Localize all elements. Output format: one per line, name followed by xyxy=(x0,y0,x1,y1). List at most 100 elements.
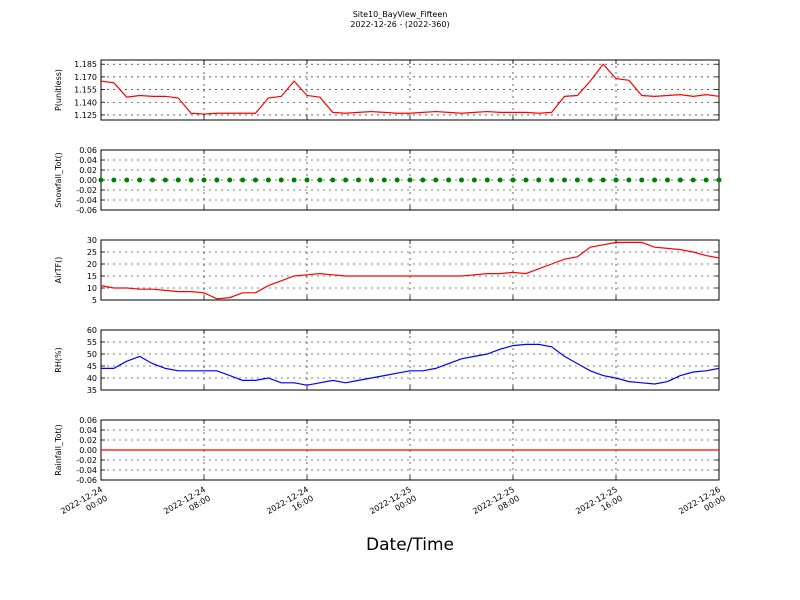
data-point xyxy=(677,177,683,183)
data-point xyxy=(162,177,168,183)
data-point xyxy=(549,177,555,183)
data-point xyxy=(459,177,464,183)
y-axis-label: Rainfall_Tot() xyxy=(54,424,63,476)
y-tick-label: 0.02 xyxy=(79,436,97,445)
data-point xyxy=(433,177,439,183)
y-axis-label: RH(%) xyxy=(54,347,63,372)
y-axis-label: Snowfall_Tot() xyxy=(54,152,63,208)
y-tick-label: 1.170 xyxy=(74,73,97,82)
data-point xyxy=(394,177,400,183)
data-point xyxy=(497,177,503,183)
data-point xyxy=(227,177,233,183)
y-tick-label: 20 xyxy=(87,260,97,269)
data-point xyxy=(304,177,310,183)
data-point xyxy=(703,177,709,183)
data-point xyxy=(523,177,529,183)
data-point xyxy=(278,177,284,183)
data-point xyxy=(510,177,516,183)
y-tick-label: 50 xyxy=(87,350,97,359)
data-point xyxy=(639,177,645,183)
x-tick-label: 2022-12-2416:00 xyxy=(265,485,315,525)
y-tick-label: 0.02 xyxy=(79,166,97,175)
y-tick-label: 1.125 xyxy=(74,111,97,120)
data-point xyxy=(626,177,632,183)
data-point xyxy=(188,177,194,183)
plot-frame xyxy=(100,329,720,391)
data-point xyxy=(201,177,207,183)
plot-frame xyxy=(100,239,720,301)
y-tick-label: 40 xyxy=(87,374,97,383)
y-tick-label: -0.06 xyxy=(76,206,97,215)
title: Site10_BayView_Fifteen xyxy=(353,10,448,19)
y-tick-label: 1.155 xyxy=(74,86,97,95)
y-axis-label: P(unitless) xyxy=(54,69,63,111)
y-tick-label: 0.06 xyxy=(79,146,97,155)
x-tick-label: 2022-12-2600:00 xyxy=(677,485,727,525)
data-point xyxy=(124,177,130,183)
data-point xyxy=(356,177,361,183)
y-tick-label: -0.06 xyxy=(76,476,97,485)
data-point xyxy=(600,177,606,183)
data-point xyxy=(536,177,542,183)
y-tick-label: 1.185 xyxy=(74,60,97,69)
x-tick-label: 2022-12-2500:00 xyxy=(368,485,418,525)
data-point xyxy=(587,177,593,183)
data-point xyxy=(446,177,452,183)
y-tick-label: 25 xyxy=(87,248,97,257)
x-axis-label: Date/Time xyxy=(366,535,454,555)
data-point xyxy=(368,177,374,183)
data-point xyxy=(137,177,143,183)
y-tick-label: 1.140 xyxy=(74,98,97,107)
data-point xyxy=(98,177,104,183)
y-tick-label: -0.04 xyxy=(76,196,97,205)
data-point xyxy=(665,177,670,183)
data-point xyxy=(484,177,490,183)
data-point xyxy=(291,177,297,183)
data-line xyxy=(100,63,720,115)
y-tick-label: -0.02 xyxy=(76,456,97,465)
data-point xyxy=(407,177,413,183)
x-tick-label: 2022-12-2516:00 xyxy=(574,485,624,525)
data-point xyxy=(317,177,323,183)
data-point xyxy=(240,177,246,183)
y-axis-label: AirTF() xyxy=(54,257,63,284)
x-tick-label: 2022-12-2400:00 xyxy=(59,485,109,525)
data-point xyxy=(265,177,271,183)
data-line xyxy=(101,343,720,386)
y-tick-label: 0.04 xyxy=(79,156,97,165)
data-point xyxy=(652,177,658,183)
y-tick-label: 15 xyxy=(87,272,97,281)
y-tick-label: -0.04 xyxy=(76,466,97,475)
data-point xyxy=(613,177,619,183)
x-tick-label: 2022-12-2508:00 xyxy=(471,485,521,525)
y-tick-label: -0.02 xyxy=(76,186,97,195)
y-tick-label: 0.06 xyxy=(79,416,97,425)
y-tick-label: 35 xyxy=(87,386,97,395)
data-point xyxy=(690,177,696,183)
data-point xyxy=(175,177,181,183)
y-tick-label: 10 xyxy=(87,284,97,293)
plot-frame xyxy=(100,59,720,121)
data-point xyxy=(574,177,580,183)
data-point xyxy=(471,177,477,183)
data-point xyxy=(150,177,155,183)
data-point xyxy=(381,177,387,183)
data-point xyxy=(716,177,722,183)
data-line xyxy=(100,241,720,300)
y-tick-label: 30 xyxy=(87,236,97,245)
data-point xyxy=(330,177,336,183)
data-point xyxy=(214,177,220,183)
y-tick-label: 0.04 xyxy=(79,426,97,435)
data-point xyxy=(420,177,426,183)
y-tick-label: 45 xyxy=(87,362,97,371)
data-point xyxy=(343,177,349,183)
y-tick-label: 5 xyxy=(92,296,97,305)
data-point xyxy=(111,177,117,183)
data-point xyxy=(562,177,567,183)
y-tick-label: 60 xyxy=(87,326,97,335)
y-tick-label: 55 xyxy=(87,338,97,347)
y-tick-label: 0.00 xyxy=(79,446,97,455)
x-tick-label: 2022-12-2408:00 xyxy=(162,485,212,525)
y-tick-label: 0.00 xyxy=(79,176,97,185)
subtitle: 2022-12-26 - (2022-360) xyxy=(350,20,449,29)
